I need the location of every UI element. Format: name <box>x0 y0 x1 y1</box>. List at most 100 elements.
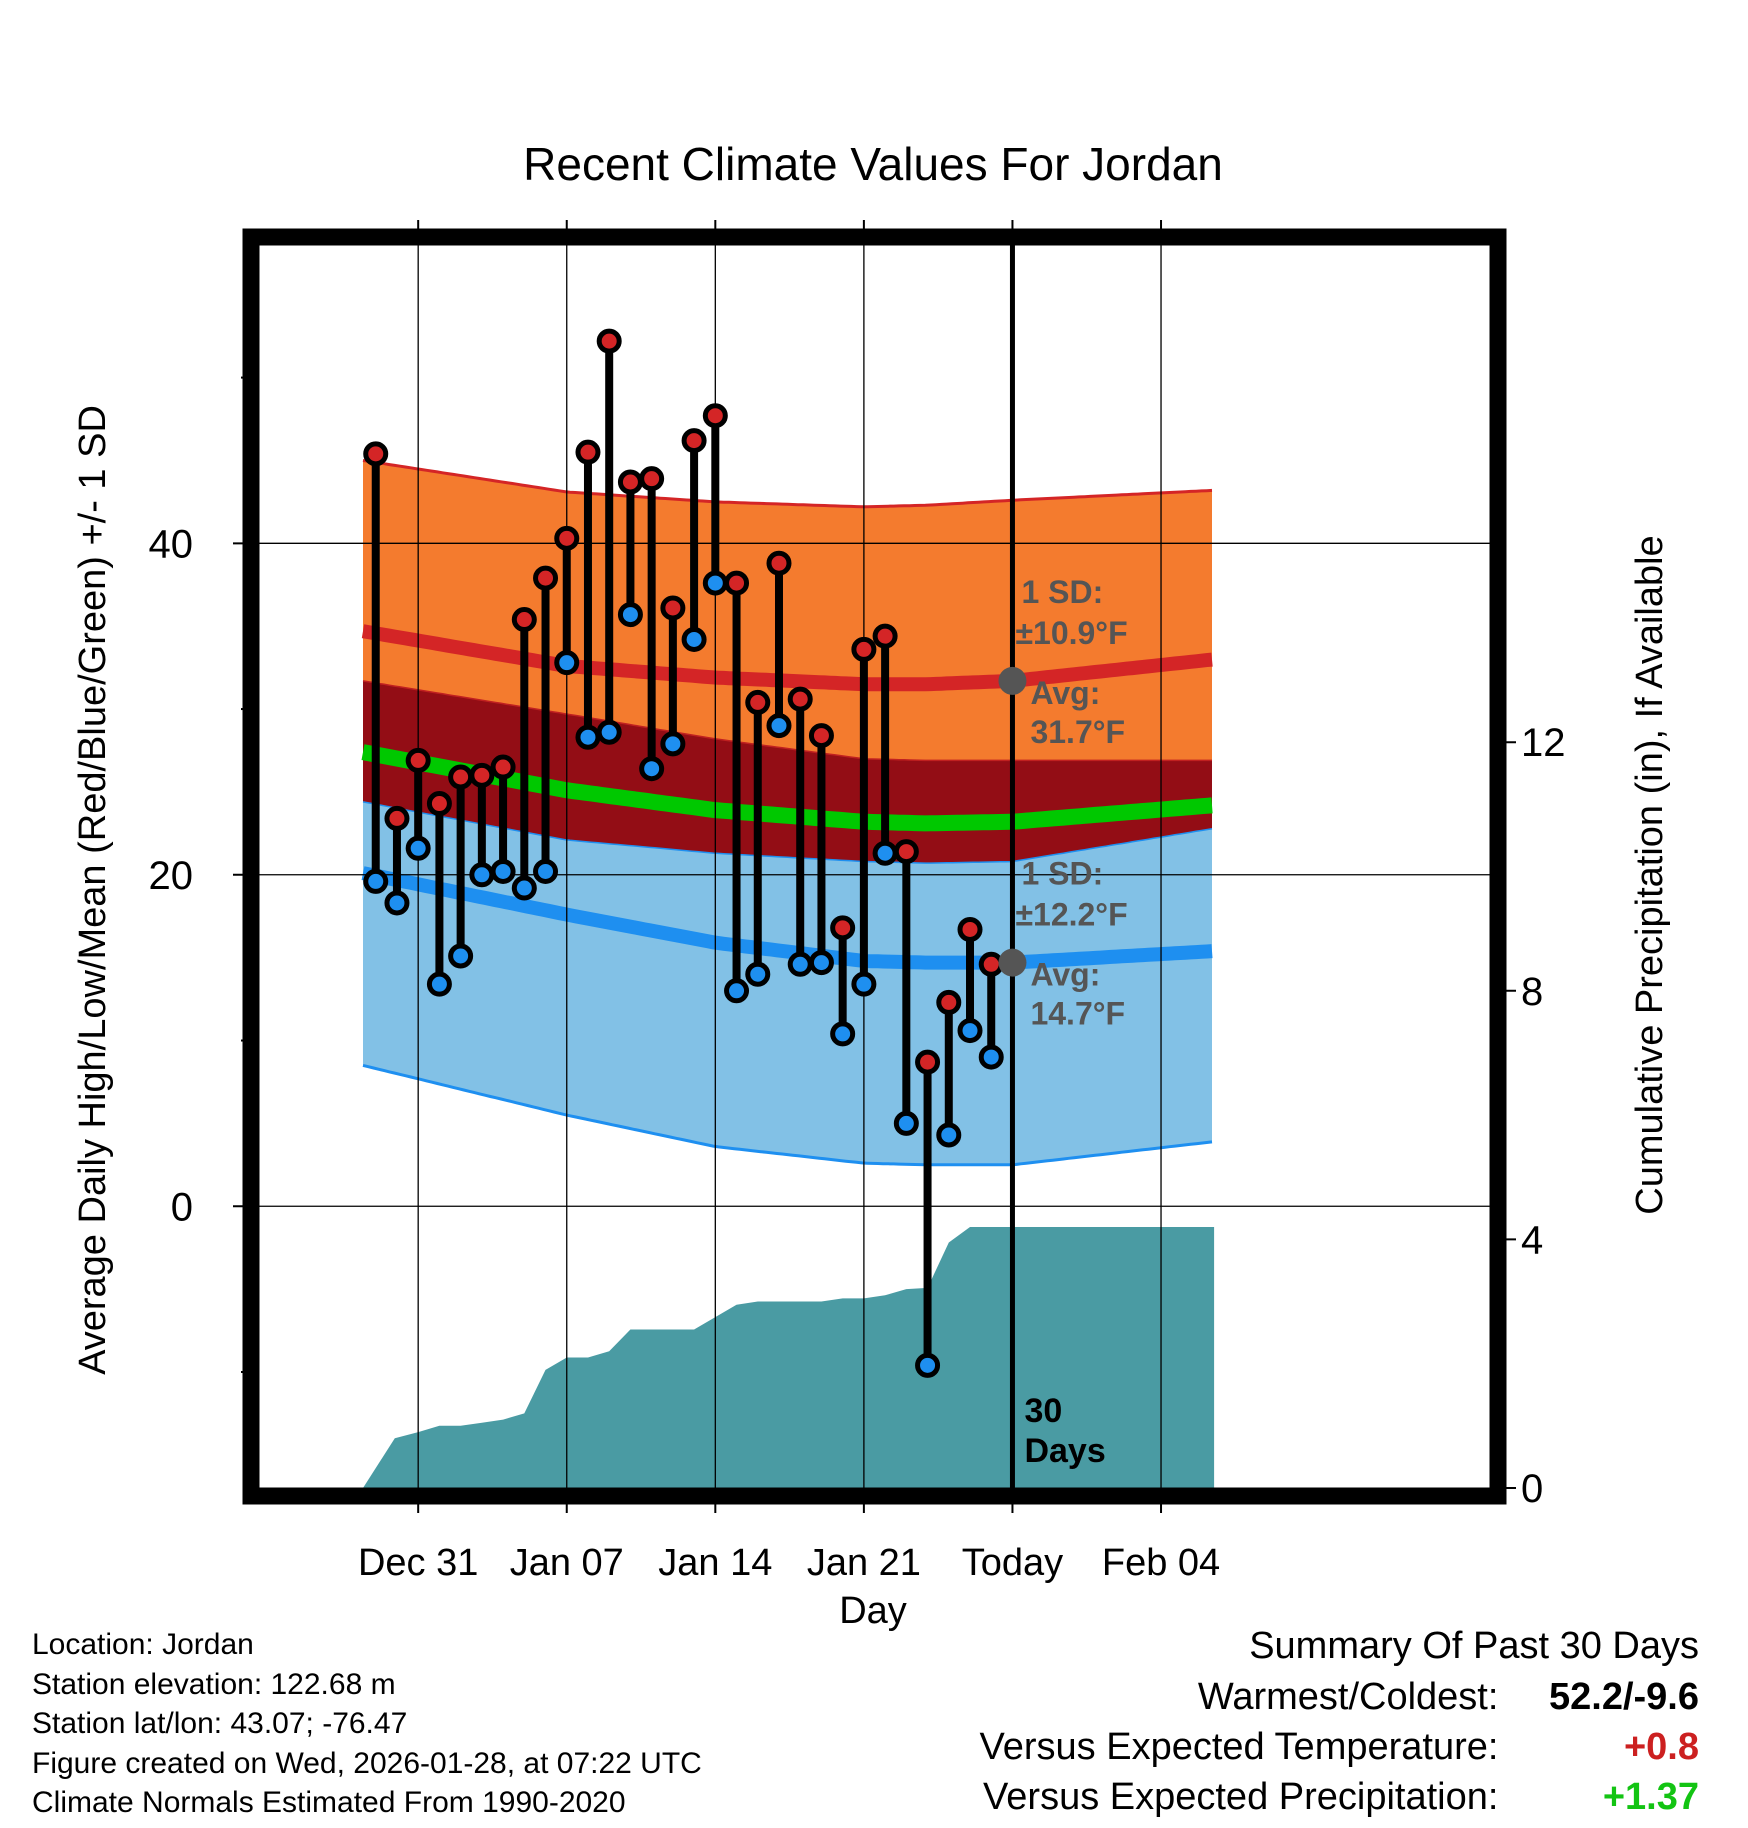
high-marker <box>766 550 792 576</box>
y2-tick-label: 0 <box>1521 1467 1543 1511</box>
x-tick-label: Dec 31 <box>358 1542 478 1584</box>
location-text: Location: Jordan <box>32 1628 254 1661</box>
low-marker <box>766 713 792 739</box>
x-tick-label: Jan 07 <box>510 1542 624 1584</box>
low-marker <box>448 943 474 969</box>
latlon-text: Station lat/lon: 43.07; -76.47 <box>32 1707 408 1740</box>
high-avg-dot <box>998 666 1027 695</box>
low-marker <box>617 602 643 628</box>
low-marker <box>724 978 750 1004</box>
low-marker <box>893 1110 919 1136</box>
low-marker <box>384 890 410 916</box>
high-marker <box>639 466 665 492</box>
high-marker <box>851 636 877 662</box>
warm-cold-label: Warmest/Coldest: <box>1197 1676 1499 1718</box>
high-marker <box>363 441 389 467</box>
low-sd-label: 1 SD: <box>1021 856 1103 892</box>
low-marker <box>808 950 834 976</box>
high-marker <box>808 723 834 749</box>
high-marker <box>915 1049 941 1075</box>
low-marker <box>469 862 495 888</box>
high-marker <box>702 403 728 429</box>
high-marker <box>533 565 559 591</box>
y-axis-label: Average Daily High/Low/Mean (Red/Blue/Gr… <box>72 405 114 1375</box>
high-marker <box>830 915 856 941</box>
y-tick-label: 20 <box>149 854 194 898</box>
elevation-text: Station elevation: 122.68 m <box>32 1667 396 1701</box>
high-marker <box>936 989 962 1015</box>
high-mean-line <box>361 624 1213 692</box>
low-marker <box>745 961 771 987</box>
x-axis-label: Day <box>839 1590 907 1632</box>
high-marker <box>660 595 686 621</box>
temp-value: +0.8 <box>1623 1726 1699 1768</box>
high-marker <box>957 916 983 942</box>
high-sd-value: ±10.9°F <box>1015 615 1127 651</box>
low-marker <box>639 756 665 782</box>
precip-value: +1.37 <box>1602 1776 1699 1818</box>
low-marker <box>681 626 707 652</box>
low-marker <box>426 971 452 997</box>
y2-tick-label: 12 <box>1521 721 1566 765</box>
low-marker <box>830 1021 856 1047</box>
temp-label: Versus Expected Temperature: <box>979 1726 1499 1768</box>
low-avg-value: 14.7°F <box>1030 996 1125 1032</box>
low-marker <box>660 731 686 757</box>
low-marker <box>596 719 622 745</box>
summary-panel: Summary Of Past 30 Days Warmest/Coldest:… <box>980 1620 1699 1822</box>
high-marker <box>978 951 1004 977</box>
high-marker <box>724 570 750 596</box>
low-marker <box>702 570 728 596</box>
y-tick-label: 0 <box>171 1185 193 1229</box>
y2-tick-label: 8 <box>1521 970 1543 1014</box>
low-avg-dot <box>998 948 1027 977</box>
low-sd-lower-edge <box>362 1063 1213 1167</box>
high-marker <box>384 805 410 831</box>
high-sd-upper-edge <box>362 459 1213 509</box>
summary-title: Summary Of Past 30 Days <box>1249 1625 1699 1667</box>
precip-label: Versus Expected Precipitation: <box>983 1776 1499 1818</box>
low-marker <box>363 868 389 894</box>
y2-tick-label: 4 <box>1521 1218 1543 1262</box>
low-avg-label: Avg: <box>1030 957 1100 993</box>
low-marker <box>872 840 898 866</box>
low-marker <box>936 1122 962 1148</box>
high-sd-label: 1 SD: <box>1021 574 1103 610</box>
days-label-text: Days <box>1024 1432 1105 1470</box>
high-marker <box>575 439 601 465</box>
high-marker <box>554 525 580 551</box>
high-avg-value: 31.7°F <box>1030 714 1125 750</box>
low-marker <box>405 835 431 861</box>
high-marker <box>426 791 452 817</box>
low-marker <box>575 724 601 750</box>
high-avg-label: Avg: <box>1030 675 1100 711</box>
low-marker <box>511 875 537 901</box>
high-marker <box>617 469 643 495</box>
precip-row: Versus Expected Precipitation: +1.37 <box>980 1772 1699 1822</box>
x-tick-label: Jan 21 <box>807 1542 921 1584</box>
high-marker <box>469 762 495 788</box>
high-marker <box>511 607 537 633</box>
normals-text: Climate Normals Estimated From 1990-2020 <box>32 1786 626 1819</box>
high-marker <box>405 747 431 773</box>
low-marker <box>915 1352 941 1378</box>
low-marker <box>978 1044 1004 1070</box>
low-marker <box>490 858 516 884</box>
low-marker <box>851 971 877 997</box>
low-marker <box>554 650 580 676</box>
low-mean-line <box>361 866 1213 970</box>
low-sd-upper-edge <box>362 680 1212 762</box>
warm-cold-row: Warmest/Coldest: 52.2/-9.6 <box>980 1672 1699 1722</box>
high-marker <box>448 764 474 790</box>
low-sd-value: ±12.2°F <box>1015 897 1127 933</box>
chart-title: Recent Climate Values For Jordan <box>523 138 1223 190</box>
low-marker <box>957 1018 983 1044</box>
x-tick-label: Feb 04 <box>1102 1542 1220 1584</box>
x-tick-label: Jan 14 <box>658 1542 772 1584</box>
high-marker <box>596 328 622 354</box>
station-info: Location: Jordan Station elevation: 122.… <box>32 1625 702 1823</box>
created-text: Figure created on Wed, 2026-01-28, at 07… <box>32 1746 702 1780</box>
y-tick-label: 40 <box>149 522 194 566</box>
precip-area <box>363 1227 1215 1488</box>
